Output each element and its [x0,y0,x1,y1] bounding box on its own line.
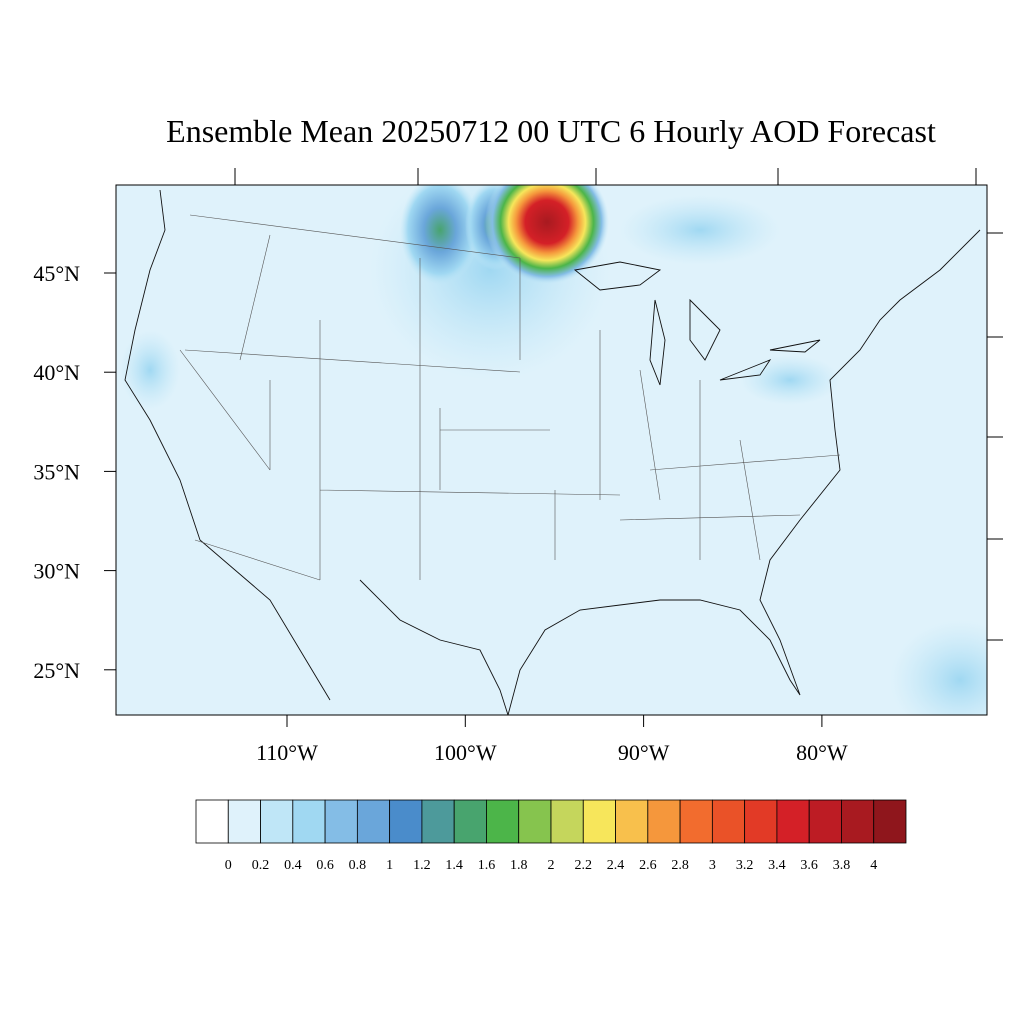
colorbar-box [873,799,907,844]
map-title: Ensemble Mean 20250712 00 UTC 6 Hourly A… [166,113,936,149]
smoke-plume-core [485,185,609,284]
lat-label: 40°N [33,360,80,385]
colorbar-box [679,799,713,844]
haze-atlantic [890,620,987,715]
lat-label: 35°N [33,459,80,484]
lon-label: 110°W [256,740,318,765]
frame-ticks: 45°N 40°N 35°N 30°N 25°N 110°W 100°W 90°W 80°W [33,168,1003,765]
haze-california [120,330,180,410]
colorbar-box [195,799,229,844]
colorbar-label: 1 [386,858,393,873]
colorbar-box [711,799,746,844]
colorbar-label: 2.4 [607,858,625,873]
lon-label: 90°W [618,740,670,765]
colorbar-box [647,799,681,844]
haze-north [620,195,780,265]
colorbar-box [260,799,294,844]
colorbar-label: 1.8 [510,858,528,873]
colorbar-box [356,799,391,844]
colorbar-label: 1.4 [445,858,463,873]
lat-label: 30°N [33,559,80,584]
colorbar-label: 2 [548,858,555,873]
colorbar-box [292,799,326,844]
coastline [124,189,981,715]
state-borders [179,214,841,581]
lat-label: 25°N [33,658,80,683]
colorbar-box [841,799,875,844]
colorbar-label: 0.6 [316,858,334,873]
colorbar-label: 0.8 [349,858,367,873]
colorbar-label: 1.2 [413,858,431,873]
colorbar-box [486,799,520,844]
colorbar-label: 2.2 [575,858,593,873]
colorbar-label: 3 [709,858,716,873]
colorbar-box [615,799,649,844]
colorbar-box [550,799,584,844]
colorbar-label: 3.2 [736,858,754,873]
colorbar: 0 0.2 0.4 0.6 0.8 1 1.2 1.4 1.6 1.8 2 2.2 2.4 2.6 2.8 3… [195,799,907,873]
colorbar-label: 3.8 [833,858,851,873]
colorbar-box [518,799,552,844]
colorbar-label: 3.6 [800,858,818,873]
colorbar-label: 2.6 [639,858,657,873]
colorbar-box [776,799,810,844]
lon-label: 100°W [434,740,497,765]
colorbar-box [227,799,261,844]
colorbar-box [453,799,487,844]
haze-east [740,355,840,405]
lat-label: 45°N [33,261,80,286]
colorbar-label: 3.4 [768,858,786,873]
great-lakes [573,261,821,386]
map-area [116,185,987,715]
map-frame [115,184,988,716]
colorbar-box [808,799,842,844]
lon-label: 80°W [796,740,848,765]
colorbar-box [582,799,616,844]
colorbar-box [421,799,455,844]
colorbar-label: 4 [870,858,877,873]
colorbar-label: 0.2 [252,858,270,873]
colorbar-label: 2.8 [671,858,689,873]
colorbar-label: 0 [225,858,232,873]
colorbar-box [744,799,778,844]
colorbar-label: 0.4 [284,858,302,873]
colorbar-box [324,799,358,844]
colorbar-box [389,799,423,844]
colorbar-label: 1.6 [478,858,496,873]
